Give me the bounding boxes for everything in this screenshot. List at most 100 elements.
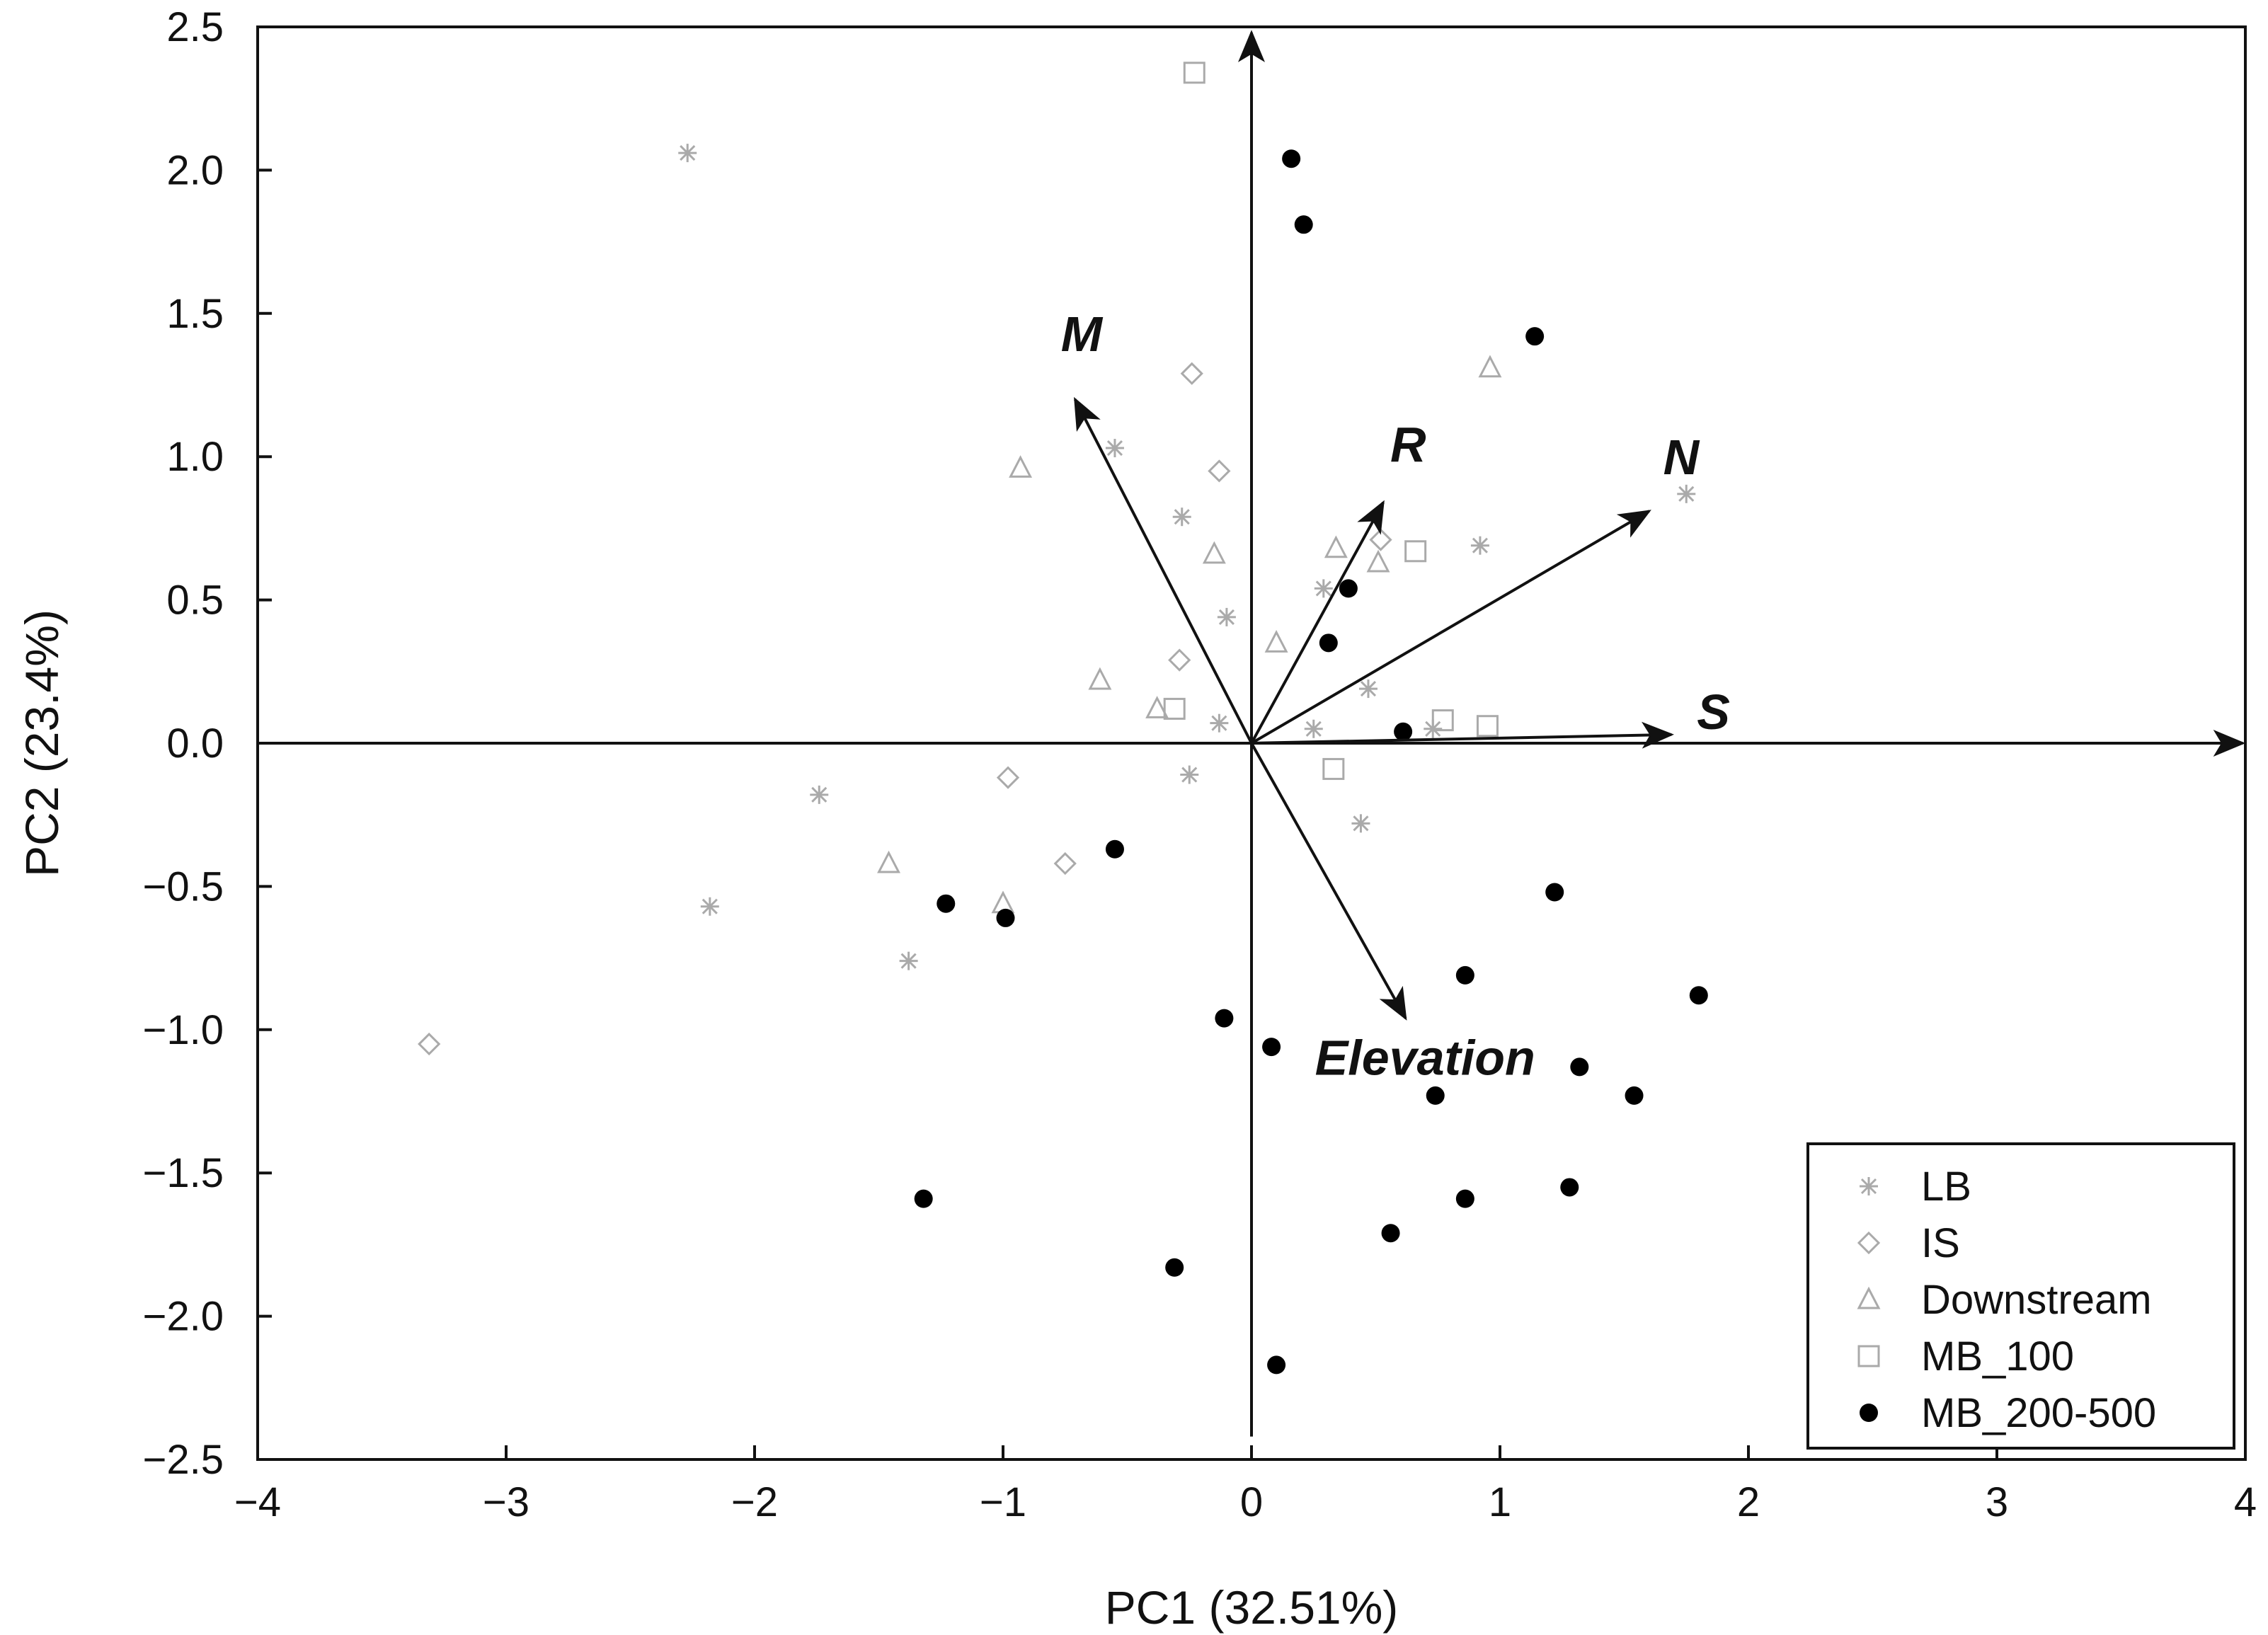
point-is (1053, 851, 1077, 876)
y-tick-label: 0.0 (166, 721, 224, 767)
x-tick-label: 2 (1737, 1479, 1760, 1525)
legend-label-downstream: Downstream (1921, 1277, 2152, 1323)
point-downstream (1478, 355, 1502, 378)
x-tick-label: −4 (234, 1479, 281, 1525)
point-mb-200-500 (1525, 327, 1545, 346)
y-tick-label: 1.5 (166, 291, 224, 337)
vector-s (1251, 721, 1674, 749)
x-tick-label: −3 (483, 1479, 529, 1525)
point-mb-100 (1476, 715, 1499, 738)
point-mb-200-500 (1282, 149, 1301, 168)
point-mb-200-500 (1105, 839, 1124, 859)
point-is (1168, 648, 1191, 672)
series-is (418, 362, 1392, 1056)
point-mb-100 (1183, 62, 1205, 84)
x-axis-title: PC1 (32.51%) (1105, 1581, 1399, 1634)
point-downstream (1088, 667, 1112, 690)
point-mb-200-500 (1545, 883, 1564, 902)
point-mb-200-500 (1455, 965, 1474, 985)
point-is (1180, 362, 1203, 385)
point-mb-100 (1322, 757, 1345, 780)
x-tick-label: 3 (1986, 1479, 2008, 1525)
point-mb-200-500 (1267, 1355, 1286, 1375)
point-lb (1358, 679, 1378, 699)
x-tick-label: 1 (1489, 1479, 1511, 1525)
legend-marker-lb (1860, 1177, 1878, 1195)
point-lb (1351, 814, 1370, 833)
axis-ticks: −4 −3 −2 −1 0 1 2 3 4 2.5 2.0 1.5 1.0 0.5 0.0 −0.5 −1.0 −… (143, 4, 2257, 1525)
legend-marker-mb-100 (1857, 1345, 1880, 1367)
point-mb-200-500 (1381, 1224, 1400, 1243)
point-mb-200-500 (1262, 1038, 1281, 1057)
point-mb-200-500 (1625, 1086, 1644, 1105)
point-lb (1677, 484, 1696, 503)
x-tick-label: −1 (980, 1479, 1026, 1525)
point-lb (1470, 536, 1489, 555)
point-lb (1210, 713, 1229, 733)
point-mb-100 (1431, 709, 1454, 732)
point-mb-200-500 (937, 894, 956, 913)
point-lb (678, 144, 697, 163)
y-tick-label: 1.0 (166, 434, 224, 480)
y-tick-label: −1.0 (143, 1007, 224, 1053)
y-tick-label: 0.5 (166, 578, 224, 624)
point-mb-200-500 (1455, 1189, 1474, 1208)
y-tick-label: 2.5 (166, 4, 224, 50)
series-mb-200-500 (914, 149, 1708, 1375)
legend-label-mb-200-500: MB_200-500 (1921, 1390, 2156, 1436)
legend-label-lb: LB (1921, 1164, 1971, 1210)
point-downstream (1145, 696, 1169, 718)
y-tick-label: −2.0 (143, 1294, 224, 1340)
legend-marker-is (1857, 1231, 1881, 1255)
point-mb-200-500 (1426, 1086, 1445, 1105)
vector-label-elevation: Elevation (1315, 1031, 1535, 1086)
point-mb-200-500 (1570, 1057, 1589, 1077)
point-lb (1217, 607, 1236, 626)
point-mb-200-500 (914, 1189, 933, 1208)
point-mb-100 (1404, 540, 1427, 563)
point-mb-200-500 (1339, 579, 1358, 598)
point-mb-200-500 (996, 908, 1015, 927)
x-tick-label: 4 (2234, 1479, 2257, 1525)
point-downstream (1009, 455, 1033, 478)
point-lb (1314, 579, 1333, 598)
point-lb (1172, 507, 1191, 527)
vector-r (1250, 500, 1385, 744)
vector-label-s: S (1697, 684, 1730, 740)
series-mb-100 (1163, 62, 1499, 780)
point-downstream (1202, 541, 1226, 564)
point-is (996, 766, 1020, 789)
point-is (1208, 459, 1231, 483)
vector-m (1074, 396, 1253, 744)
vector-n (1250, 510, 1651, 745)
legend-box (1806, 1142, 2235, 1450)
y-tick-label: −2.5 (143, 1437, 224, 1483)
series-downstream (877, 355, 1502, 914)
point-mb-200-500 (1319, 633, 1338, 653)
y-tick-label: 2.0 (166, 147, 224, 193)
point-lb (1180, 765, 1199, 784)
point-mb-200-500 (1560, 1178, 1579, 1197)
vector-elevation (1250, 742, 1407, 1021)
point-lb (810, 785, 829, 804)
point-mb-200-500 (1294, 215, 1313, 234)
x-tick-label: −2 (731, 1479, 778, 1525)
point-mb-200-500 (1215, 1009, 1234, 1028)
point-downstream (877, 850, 901, 873)
y-tick-label: −0.5 (143, 864, 224, 910)
point-lb (1105, 439, 1124, 458)
vector-label-r: R (1390, 417, 1426, 472)
vector-label-m: M (1061, 306, 1104, 362)
point-lb (1304, 719, 1323, 738)
legend-marker-downstream (1857, 1286, 1881, 1309)
point-is (418, 1032, 441, 1056)
point-lb (899, 951, 918, 970)
point-downstream (1366, 549, 1390, 573)
legend: LB IS Downstream MB_100 MB_200-500 (1806, 1142, 2235, 1450)
x-tick-label: 0 (1240, 1479, 1263, 1525)
legend-label-mb-100: MB_100 (1921, 1333, 2074, 1379)
y-axis-title: PC2 (23.4%) (16, 609, 68, 877)
point-mb-200-500 (1689, 986, 1708, 1005)
legend-label-is: IS (1921, 1220, 1960, 1266)
point-is (1369, 528, 1392, 551)
